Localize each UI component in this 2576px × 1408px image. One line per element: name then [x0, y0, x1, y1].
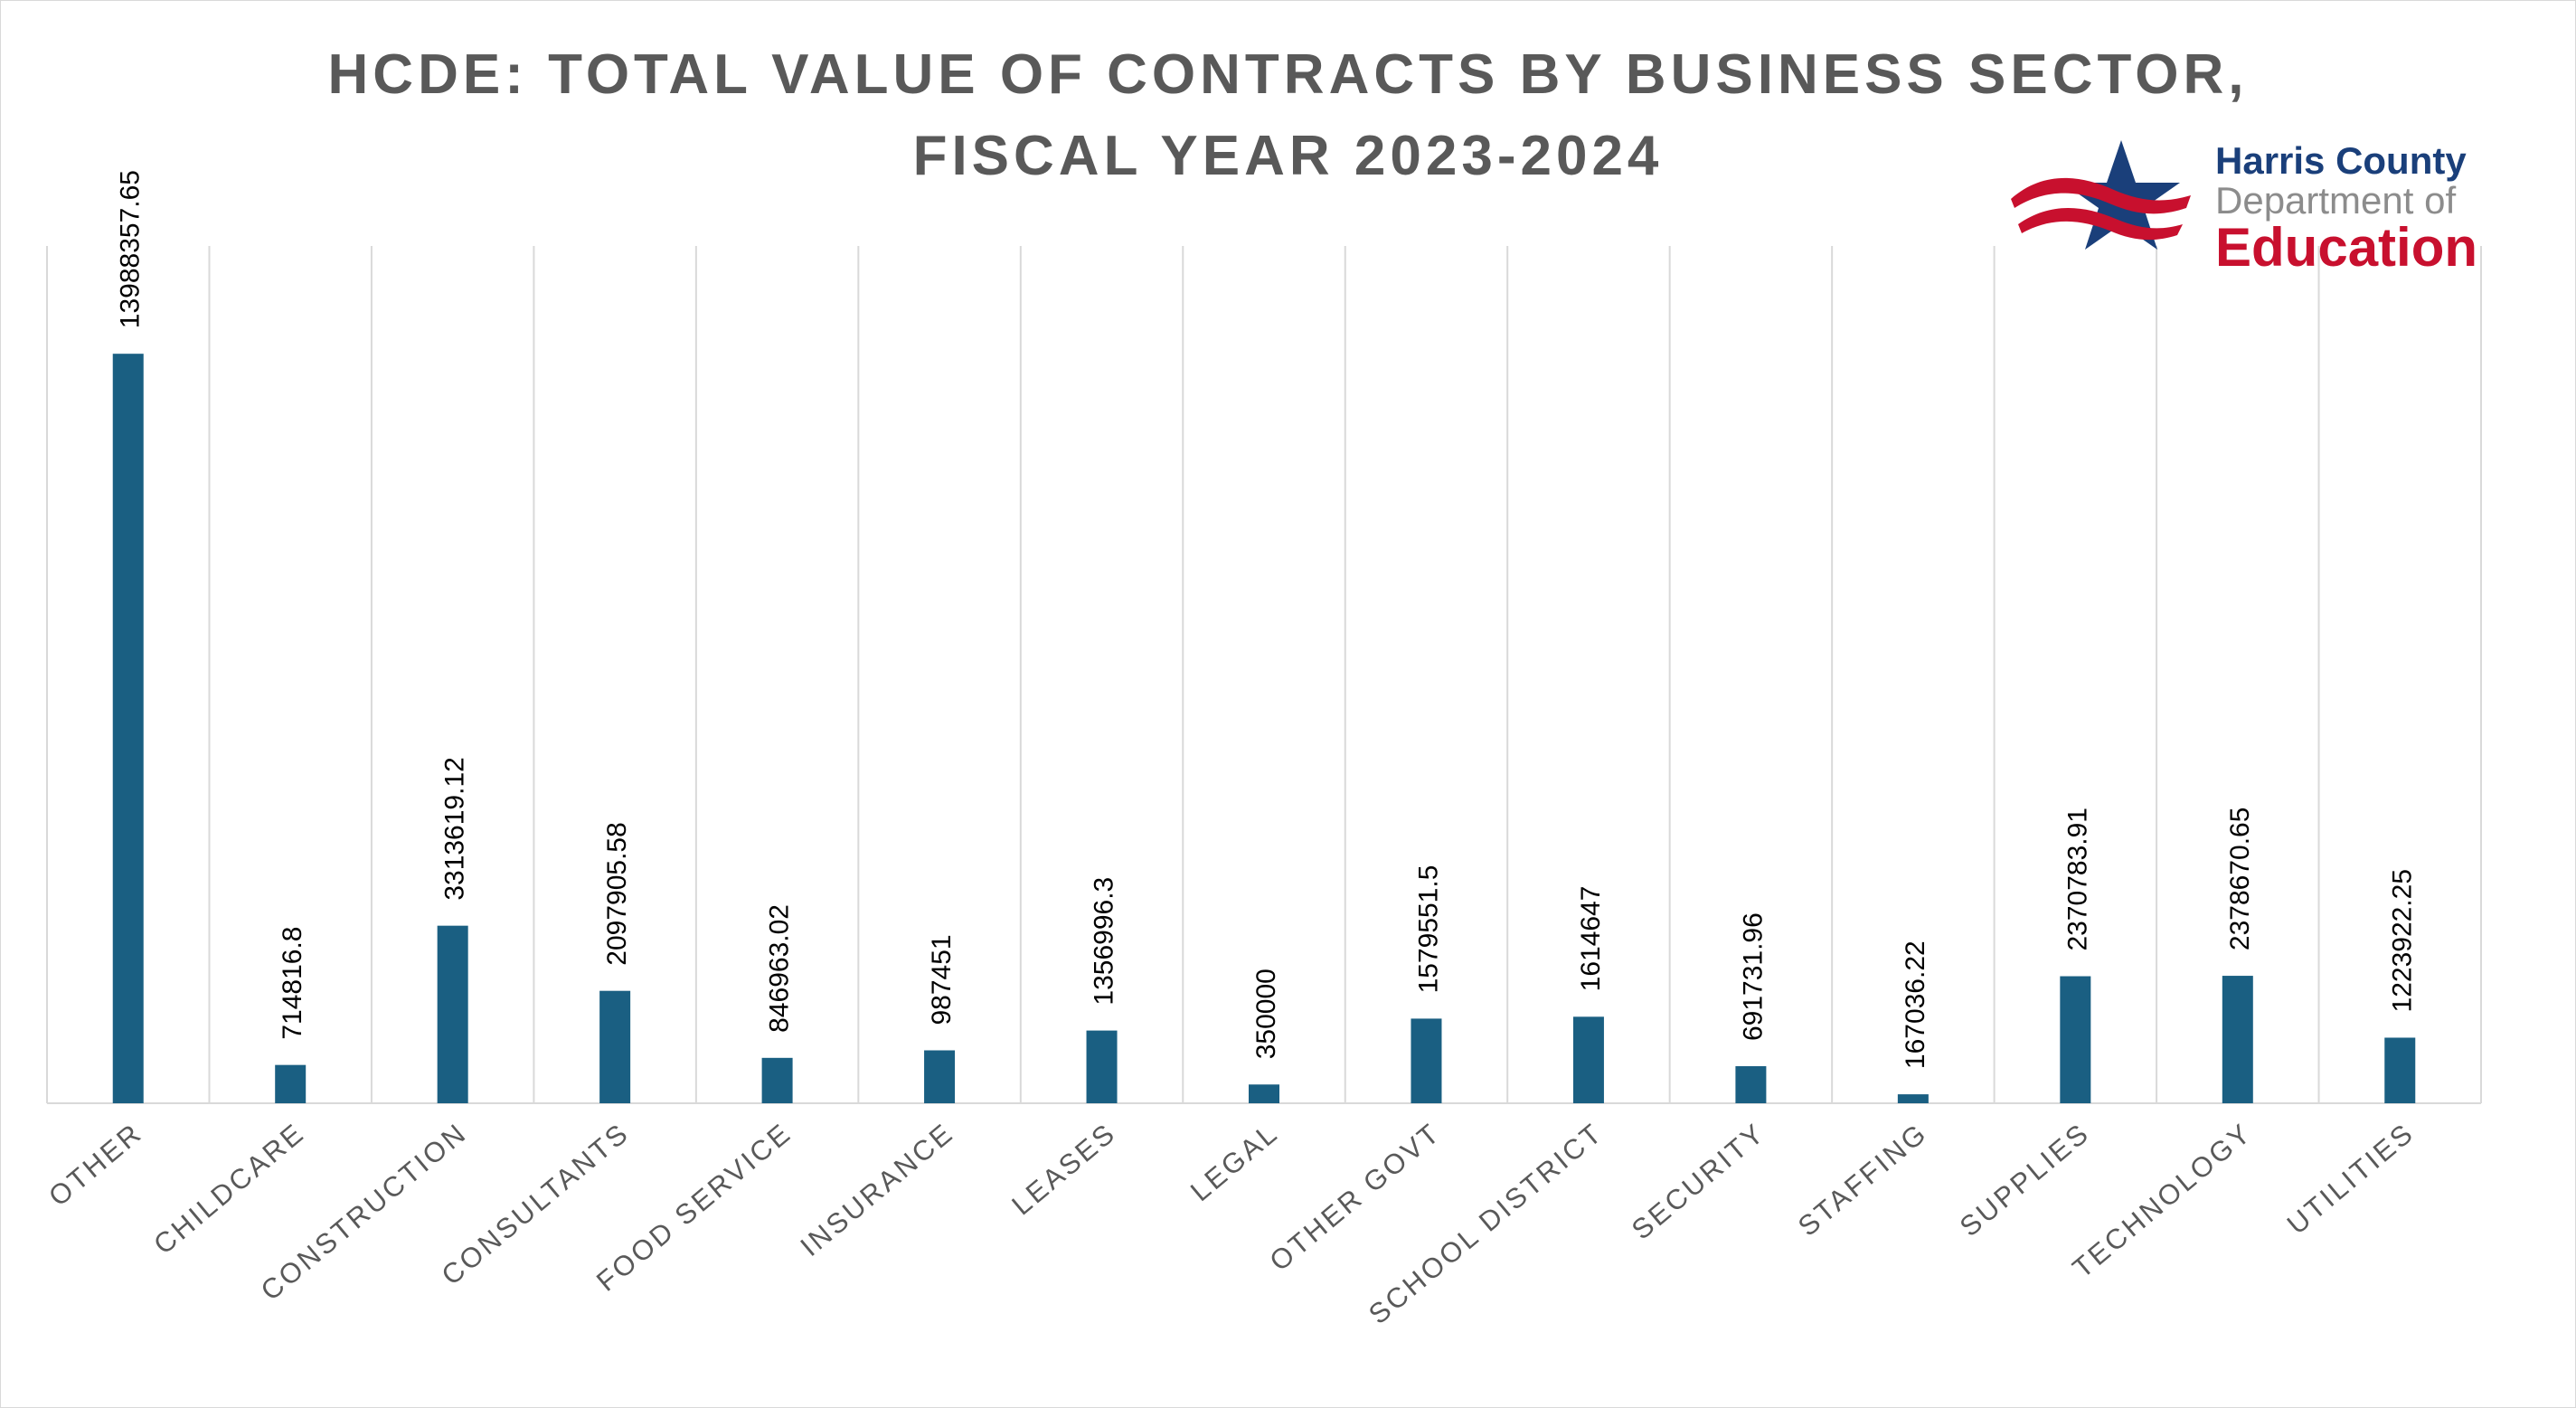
bar-other	[112, 354, 144, 1103]
data-label-security: 691731.96	[1738, 912, 1768, 1041]
data-labels: 13988357.65 714816.8 3313619.12 2097905.58 8…	[116, 170, 2418, 1069]
chart-title: HCDE: TOTAL VALUE OF CONTRACTS BY BUSINE…	[0, 34, 2576, 197]
star-flag-icon	[2011, 140, 2191, 250]
bar-other-govt	[1411, 1018, 1442, 1103]
bar-leases	[1086, 1030, 1118, 1103]
x-tick-label-legal: LEGAL	[1184, 1117, 1285, 1208]
data-label-legal: 350000	[1251, 969, 1281, 1059]
bar-school-district	[1572, 1016, 1604, 1103]
data-label-consultants: 2097905.58	[602, 822, 632, 966]
chart-title-line-1: HCDE: TOTAL VALUE OF CONTRACTS BY BUSINE…	[327, 43, 2249, 106]
logo-text-education: Education	[2215, 217, 2478, 278]
logo-text-harris-county: Harris County	[2215, 139, 2467, 182]
data-label-construction: 3313619.12	[440, 757, 470, 901]
x-tick-label-security: SECURITY	[1626, 1117, 1771, 1246]
x-tick-label-utilities: UTILITIES	[2281, 1117, 2420, 1241]
bar-consultants	[599, 990, 631, 1103]
bar-utilities	[2384, 1037, 2416, 1103]
data-label-school-district: 1614647	[1576, 886, 1606, 992]
bar-childcare	[275, 1064, 307, 1103]
bar-security	[1735, 1066, 1767, 1103]
hcde-logo: Harris County Department of Education	[2005, 136, 2512, 280]
x-tick-label-leases: LEASES	[1005, 1117, 1122, 1222]
x-tick-label-supplies: SUPPLIES	[1954, 1117, 2096, 1243]
data-label-leases: 1356996.3	[1090, 877, 1119, 1006]
bar-food-service	[761, 1057, 793, 1103]
bars	[112, 354, 2416, 1103]
data-label-utilities: 1223922.25	[2387, 869, 2417, 1013]
bar-technology	[2222, 976, 2253, 1103]
x-tick-label-technology: TECHNOLOGY	[2067, 1117, 2259, 1285]
x-tick-label-staffing: STAFFING	[1792, 1117, 1934, 1243]
x-tick-label-other: OTHER	[42, 1117, 148, 1213]
bar-supplies	[2060, 976, 2091, 1103]
data-label-insurance: 987451	[927, 934, 957, 1025]
data-label-other: 13988357.65	[116, 170, 146, 328]
chart-title-line-2: FISCAL YEAR 2023-2024	[912, 125, 1664, 187]
x-tick-labels: OTHER CHILDCARECONSTRUCTIONCONSULTANTSFOO…	[42, 1117, 2420, 1331]
data-label-childcare: 714816.8	[278, 927, 307, 1040]
data-label-other-govt: 1579551.5	[1413, 865, 1443, 994]
x-tick-label-childcare: CHILDCARE	[147, 1117, 310, 1261]
bar-construction	[437, 925, 468, 1103]
data-label-food-service: 846963.02	[765, 904, 795, 1033]
x-tick-label-insurance: INSURANCE	[795, 1117, 960, 1263]
bar-staffing	[1897, 1094, 1929, 1103]
logo-text-department-of: Department of	[2215, 179, 2457, 222]
data-label-supplies: 2370783.91	[2062, 808, 2092, 951]
data-label-staffing: 167036.22	[1901, 940, 1930, 1069]
data-label-technology: 2378670.65	[2225, 808, 2255, 951]
bar-legal	[1249, 1084, 1279, 1103]
x-tick-label-other-govt: OTHER GOVT	[1263, 1117, 1446, 1278]
bar-insurance	[924, 1050, 956, 1103]
